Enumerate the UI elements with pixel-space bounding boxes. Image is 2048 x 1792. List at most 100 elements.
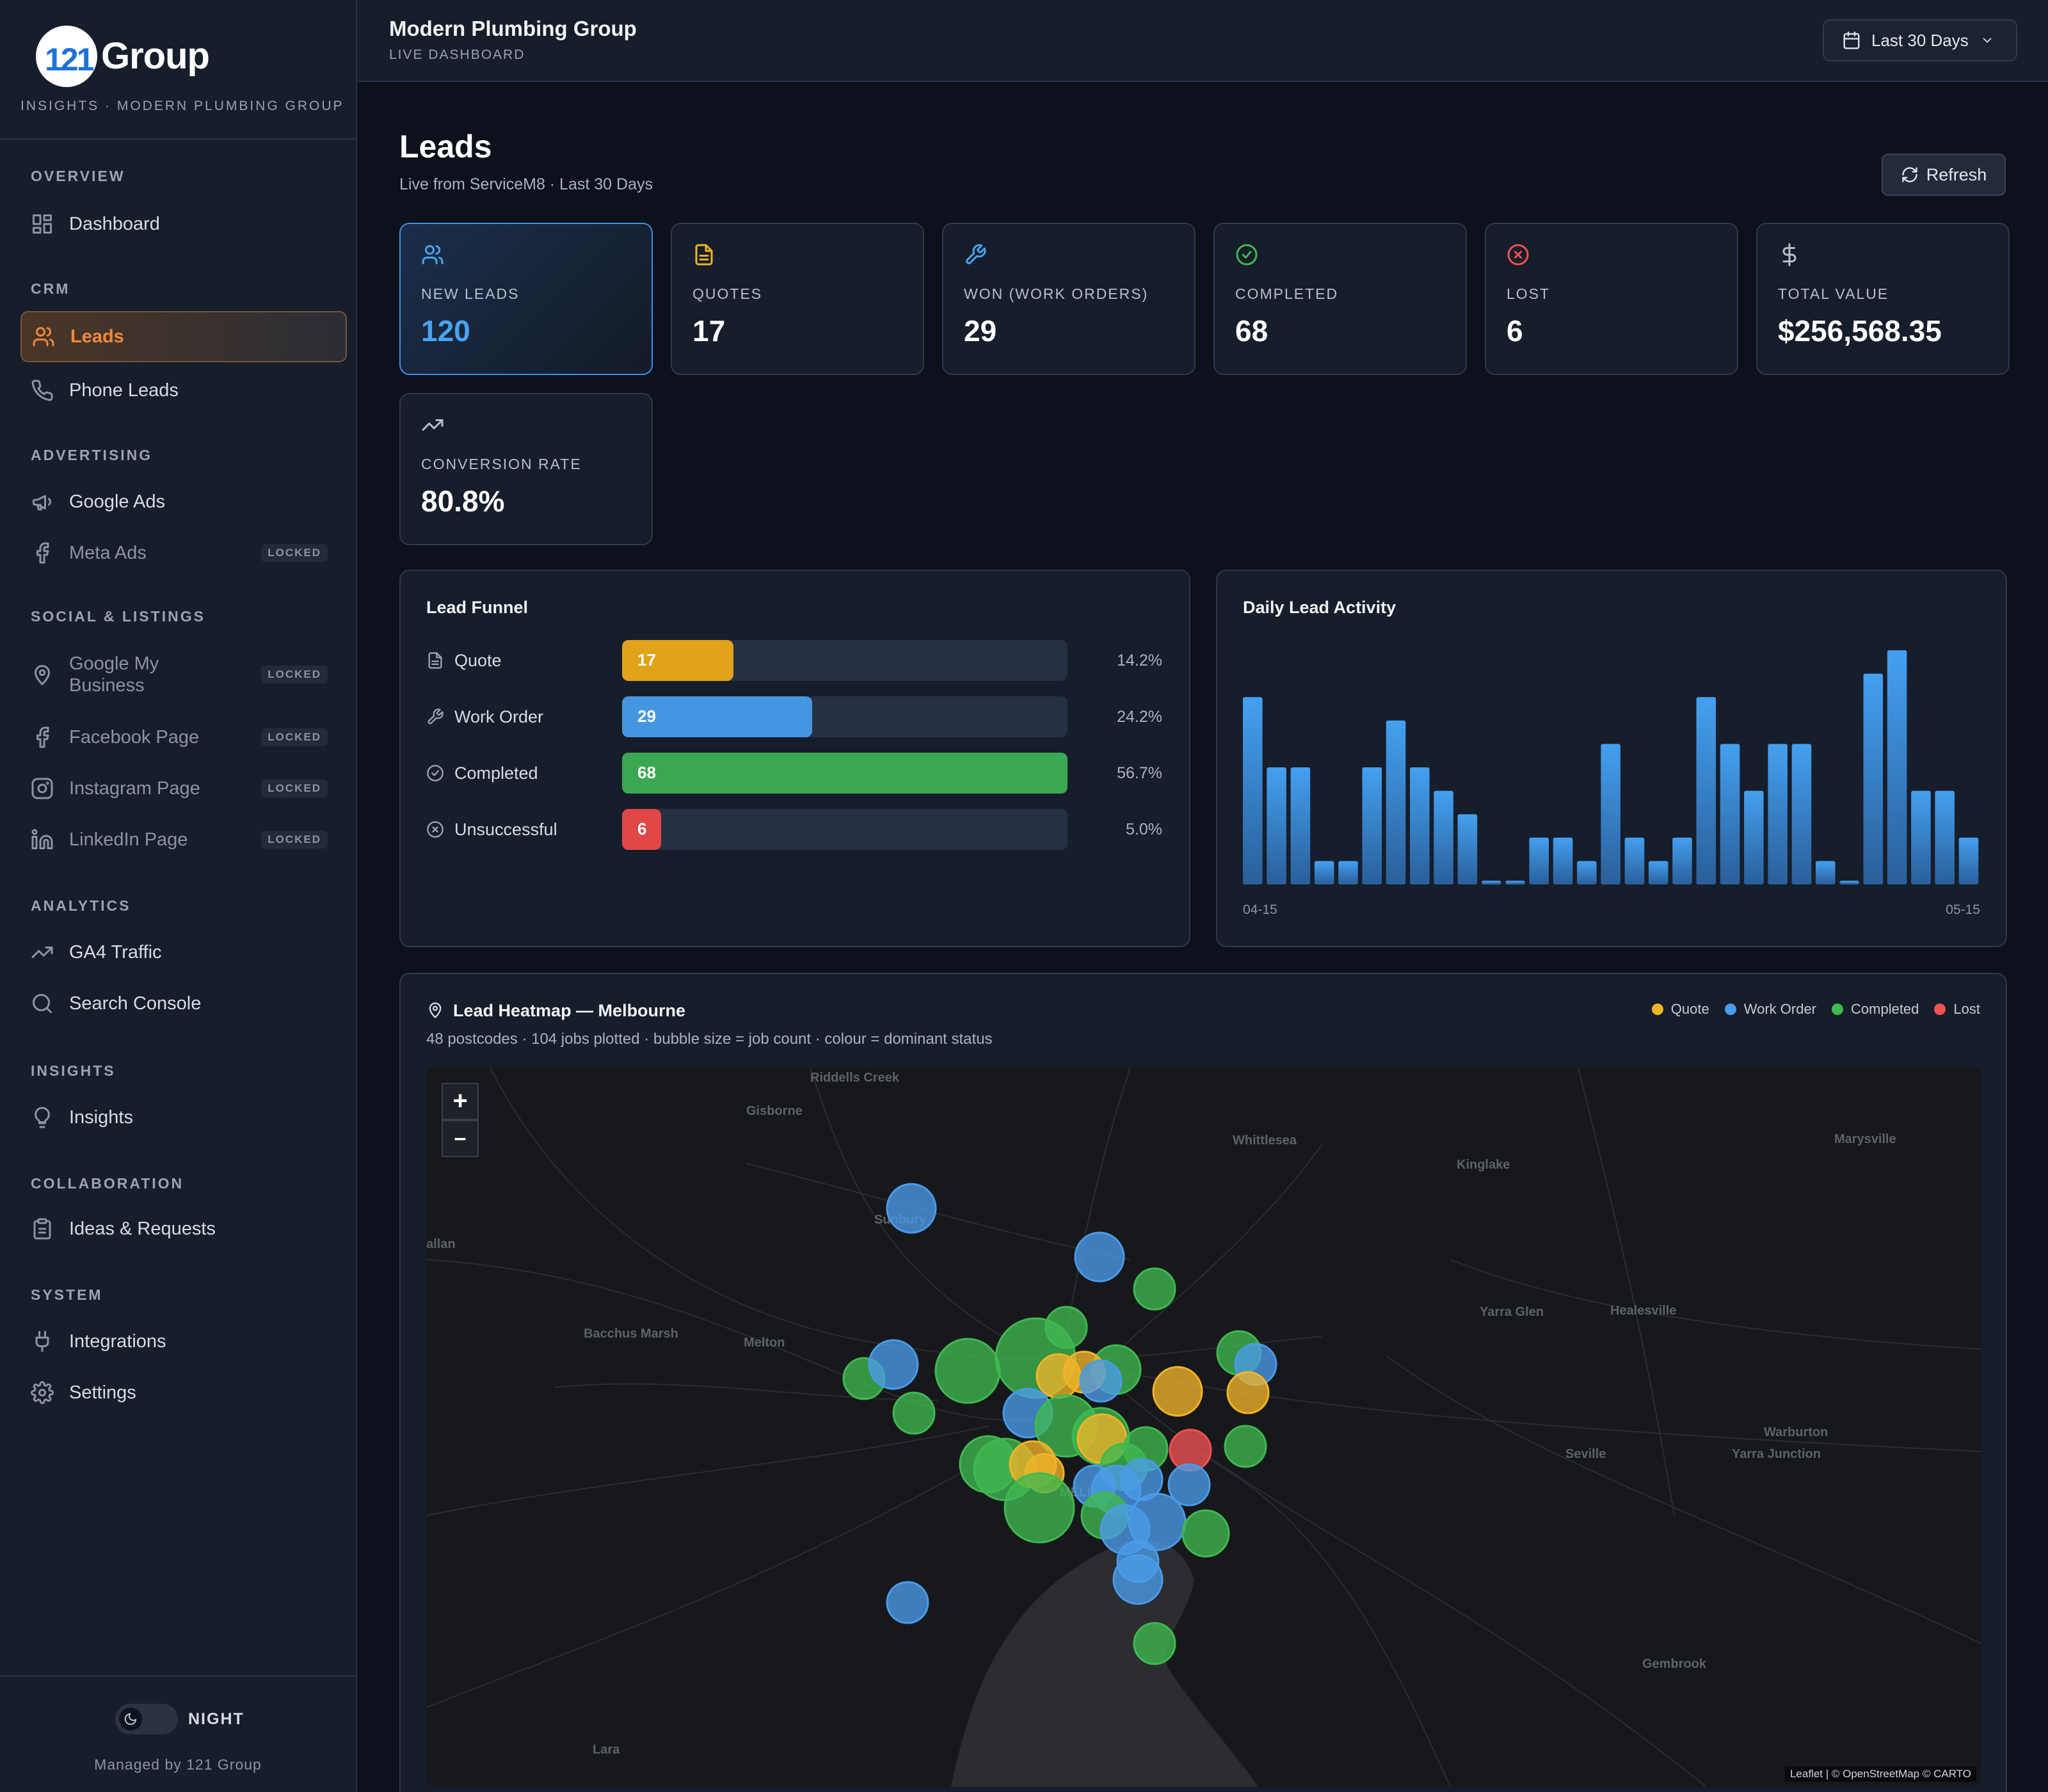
map-canvas[interactable]: Riddells Creek Gisborne Whittlesea Kinglake… <box>426 1068 1981 1787</box>
activity-bar[interactable] <box>1529 837 1549 884</box>
sidebar-item-google-my-business[interactable]: Google My Business LOCKED <box>20 644 347 705</box>
heatmap-bubble[interactable] <box>1074 1231 1125 1283</box>
kpi-quotes[interactable]: QUOTES 17 <box>671 223 924 375</box>
sidebar-item-integrations[interactable]: Integrations <box>20 1316 347 1367</box>
heatmap-bubble[interactable] <box>1226 1371 1270 1414</box>
heatmap-bubble[interactable] <box>1004 1472 1075 1544</box>
kpi-value: 29 <box>964 314 997 348</box>
sidebar-divider <box>0 138 356 140</box>
locked-badge: LOCKED <box>261 728 328 746</box>
legend-lost: Lost <box>1934 1001 1980 1018</box>
sidebar-item-insights[interactable]: Insights <box>20 1092 347 1143</box>
zoom-in-button[interactable]: + <box>442 1083 479 1120</box>
activity-bar[interactable] <box>1887 650 1907 884</box>
activity-bar[interactable] <box>1481 881 1501 884</box>
heatmap-bubble[interactable] <box>1152 1366 1203 1417</box>
activity-bar[interactable] <box>1362 767 1382 884</box>
activity-bar[interactable] <box>1457 814 1478 884</box>
zoom-out-button[interactable]: – <box>442 1120 479 1157</box>
heatmap-bubble[interactable] <box>1112 1554 1164 1605</box>
heatmap-bubble[interactable] <box>868 1339 919 1390</box>
funnel-bar: 17 <box>622 640 733 681</box>
refresh-button[interactable]: Refresh <box>1882 154 2006 196</box>
activity-bar[interactable] <box>1434 790 1453 884</box>
kpi-lost[interactable]: LOST 6 <box>1485 223 1738 375</box>
plug-icon <box>31 1330 54 1353</box>
activity-bar[interactable] <box>1338 861 1358 884</box>
activity-bar[interactable] <box>1696 697 1716 884</box>
sidebar-item-phone-leads[interactable]: Phone Leads <box>20 365 347 416</box>
sidebar-item-instagram-page[interactable]: Instagram Page LOCKED <box>20 763 347 814</box>
users-icon <box>421 243 444 266</box>
sidebar-item-search-console[interactable]: Search Console <box>20 978 347 1029</box>
heatmap-bubble[interactable] <box>934 1338 1001 1404</box>
theme-toggle[interactable] <box>115 1704 178 1734</box>
sidebar-item-google-ads[interactable]: Google Ads <box>20 476 347 527</box>
section-social-listings: SOCIAL & LISTINGS <box>31 608 205 625</box>
funnel-track: 17 <box>622 640 1068 681</box>
sidebar-item-label: Leads <box>70 326 124 347</box>
heatmap-bubble[interactable] <box>1224 1425 1267 1468</box>
sidebar-item-label: Ideas & Requests <box>69 1219 216 1239</box>
x-axis-end-label: 05-15 <box>1946 902 1980 917</box>
activity-bar[interactable] <box>1553 837 1573 884</box>
funnel-value: 17 <box>637 650 656 669</box>
activity-bar[interactable] <box>1243 697 1263 884</box>
heatmap-bubble[interactable] <box>1079 1359 1123 1403</box>
activity-bar[interactable] <box>1839 881 1859 884</box>
map-attribution[interactable]: Leaflet | © OpenStreetMap © CARTO <box>1784 1766 1976 1782</box>
activity-bar[interactable] <box>1505 881 1525 884</box>
funnel-row-completed: Completed 68 56.7% <box>426 753 1162 794</box>
heatmap-bubble[interactable] <box>892 1391 936 1435</box>
activity-bar[interactable] <box>1624 837 1645 884</box>
sidebar-footer: NIGHT Managed by 121 Group <box>0 1676 356 1792</box>
activity-bar[interactable] <box>1935 790 1955 884</box>
sidebar-item-ideas-requests[interactable]: Ideas & Requests <box>20 1203 347 1254</box>
activity-bar[interactable] <box>1744 790 1764 884</box>
activity-bar[interactable] <box>1672 837 1692 884</box>
heatmap-bubble[interactable] <box>886 1581 929 1624</box>
kpi-conversion-rate[interactable]: CONVERSION RATE 80.8% <box>399 393 653 545</box>
sidebar-item-dashboard[interactable]: Dashboard <box>20 198 347 250</box>
date-range-select[interactable]: Last 30 Days <box>1823 19 2017 61</box>
kpi-won-work-orders[interactable]: WON (WORK ORDERS) 29 <box>942 223 1196 375</box>
kpi-label: NEW LEADS <box>421 285 520 302</box>
trending-up-icon <box>31 941 54 964</box>
kpi-new-leads[interactable]: NEW LEADS 120 <box>399 223 653 375</box>
heatmap-bubble[interactable] <box>1181 1509 1230 1558</box>
heatmap-bubble[interactable] <box>1167 1463 1211 1507</box>
activity-bar[interactable] <box>1958 837 1979 884</box>
kpi-completed[interactable]: COMPLETED 68 <box>1213 223 1467 375</box>
heatmap-map[interactable]: Riddells Creek Gisborne Whittlesea Kinglake… <box>426 1068 1981 1787</box>
heatmap-bubble[interactable] <box>1133 1267 1176 1311</box>
section-collaboration: COLLABORATION <box>31 1175 184 1192</box>
funnel-percent: 24.2% <box>1117 708 1162 726</box>
activity-bar[interactable] <box>1911 790 1931 884</box>
sidebar-item-leads[interactable]: Leads <box>20 311 347 362</box>
heatmap-bubble[interactable] <box>1133 1622 1176 1665</box>
activity-bar[interactable] <box>1577 861 1597 884</box>
activity-bar[interactable] <box>1290 767 1311 884</box>
sidebar-item-settings[interactable]: Settings <box>20 1367 347 1418</box>
activity-bar[interactable] <box>1410 767 1430 884</box>
legend-swatch <box>1934 1004 1946 1015</box>
sidebar-item-meta-ads[interactable]: Meta Ads LOCKED <box>20 527 347 579</box>
activity-bar[interactable] <box>1863 673 1884 884</box>
brand-logo[interactable]: 121 Group <box>36 24 212 87</box>
sidebar-item-facebook-page[interactable]: Facebook Page LOCKED <box>20 712 347 763</box>
activity-bar[interactable] <box>1267 767 1286 884</box>
activity-bar[interactable] <box>1601 744 1620 884</box>
activity-bar[interactable] <box>1314 861 1334 884</box>
activity-bar[interactable] <box>1720 744 1740 884</box>
legend-swatch <box>1832 1004 1844 1015</box>
gear-icon <box>31 1381 54 1404</box>
activity-bar[interactable] <box>1768 744 1788 884</box>
activity-bar[interactable] <box>1791 744 1812 884</box>
kpi-total-value[interactable]: TOTAL VALUE $256,568.35 <box>1756 223 2010 375</box>
sidebar-item-ga4-traffic[interactable]: GA4 Traffic <box>20 927 347 978</box>
sidebar-item-linkedin-page[interactable]: LinkedIn Page LOCKED <box>20 814 347 865</box>
activity-bar[interactable] <box>1815 861 1836 884</box>
activity-bar[interactable] <box>1386 720 1406 884</box>
activity-bar[interactable] <box>1648 861 1668 884</box>
heatmap-bubble[interactable] <box>886 1183 937 1234</box>
